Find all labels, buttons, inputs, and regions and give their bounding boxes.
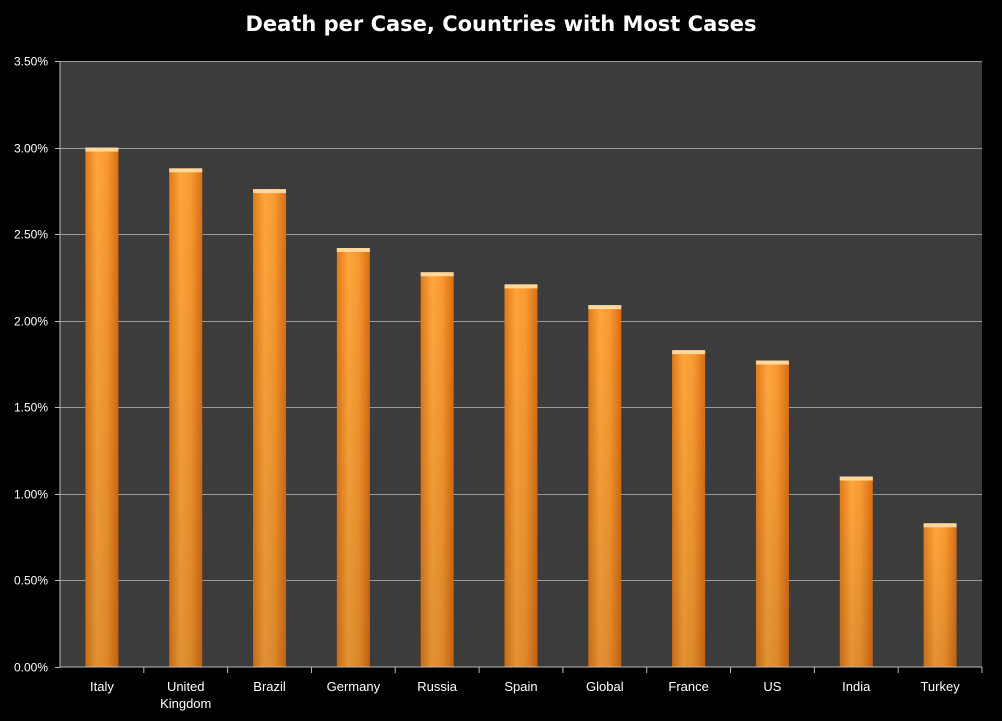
x-tick-label: Turkey <box>920 679 960 694</box>
y-tick-label: 3.00% <box>14 142 48 156</box>
bar-cap <box>336 247 370 252</box>
y-tick-label: 2.50% <box>14 228 48 242</box>
bar-cap <box>85 147 119 152</box>
y-tick-label: 1.50% <box>14 401 48 415</box>
bar <box>839 476 873 667</box>
x-tick-label: Global <box>586 679 624 694</box>
chart-title: Death per Case, Countries with Most Case… <box>245 12 757 36</box>
y-axis-ticks: 0.00% 0.50% 1.00% 1.50% 2.00% 2.50% 3.00% 3.50% <box>14 55 60 675</box>
x-axis-labels: Italy United Kingdom Brazil Germany Russia Spa… <box>90 667 983 711</box>
y-tick-label: 2.00% <box>14 315 48 329</box>
bar-shade <box>588 305 622 667</box>
bar-cap <box>839 476 873 481</box>
bar-shade <box>420 272 454 667</box>
bar <box>253 189 287 667</box>
bar-shade <box>85 147 119 668</box>
bar <box>588 305 622 667</box>
bar-shade <box>504 284 538 667</box>
y-tick-label: 0.50% <box>14 574 48 588</box>
bar-shade <box>672 350 706 667</box>
bar <box>755 360 789 667</box>
x-tick-label: Italy <box>90 679 114 694</box>
bar-cap <box>169 168 203 173</box>
bar <box>672 350 706 667</box>
x-tick-label: France <box>668 679 708 694</box>
bar <box>169 168 203 667</box>
bar-cap <box>504 284 538 289</box>
bar-cap <box>755 360 789 365</box>
bar-shade <box>336 247 370 667</box>
y-tick-label: 1.00% <box>14 488 48 502</box>
bar-cap <box>923 523 957 528</box>
x-tick-label: Brazil <box>253 679 286 694</box>
y-tick-label: 3.50% <box>14 55 48 69</box>
bar-shade <box>169 168 203 667</box>
bar-cap <box>672 350 706 355</box>
bar-cap <box>420 272 454 277</box>
bar <box>85 147 119 668</box>
bar-shade <box>253 189 287 667</box>
y-tick-label: 0.00% <box>14 661 48 675</box>
bar <box>420 272 454 667</box>
x-tick-label: United Kingdom <box>160 679 211 711</box>
bars <box>85 147 957 668</box>
bar <box>336 247 370 667</box>
x-tick-label: Germany <box>327 679 381 694</box>
bar <box>923 523 957 667</box>
bar <box>504 284 538 667</box>
x-tick-label: Spain <box>504 679 537 694</box>
x-tick-label: US <box>763 679 781 694</box>
x-tick-label: India <box>842 679 871 694</box>
bar-shade <box>755 360 789 667</box>
x-tick-label: Russia <box>417 679 458 694</box>
bar-cap <box>253 189 287 194</box>
bar-shade <box>923 523 957 667</box>
bar-shade <box>839 476 873 667</box>
bar-cap <box>588 305 622 310</box>
